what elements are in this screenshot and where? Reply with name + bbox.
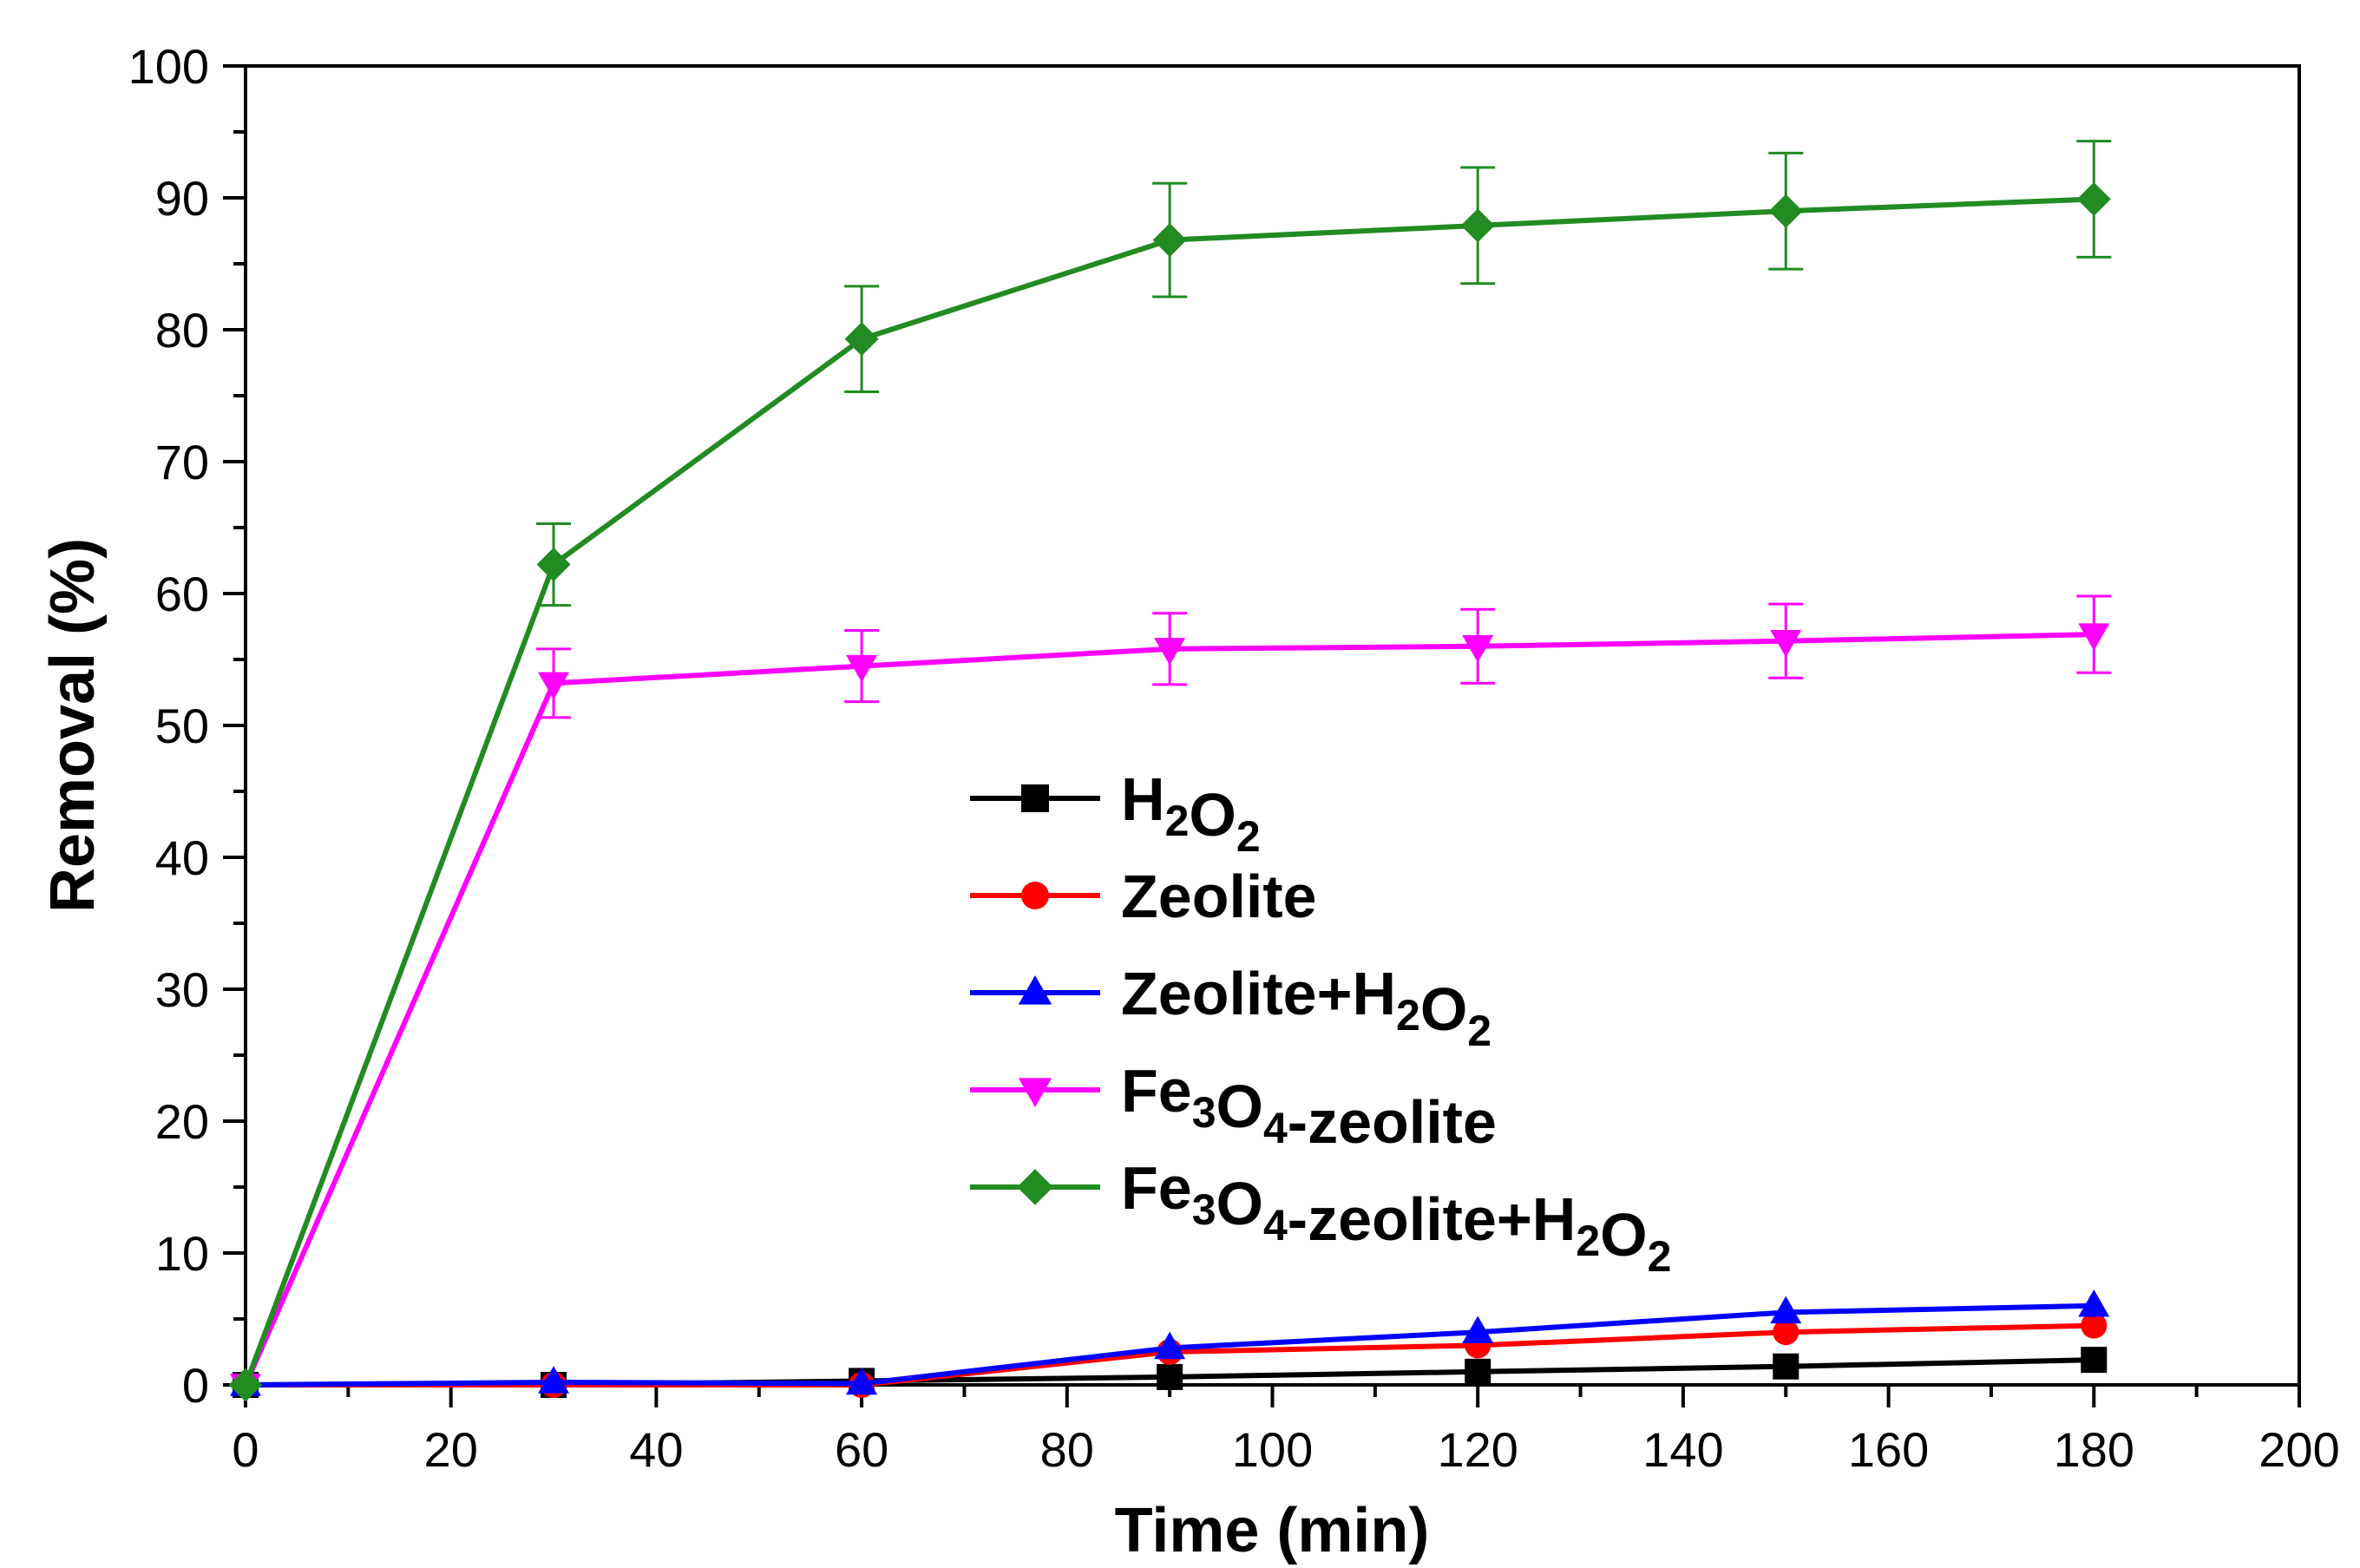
series-zeolite-h2o2 <box>230 1289 2110 1396</box>
y-tick-label: 80 <box>155 303 209 358</box>
data-point <box>2078 1289 2110 1317</box>
y-tick-label: 90 <box>155 171 209 226</box>
x-tick-label: 0 <box>232 1422 259 1477</box>
data-point <box>1462 1315 1494 1343</box>
legend-marker <box>1017 1169 1053 1205</box>
data-point <box>844 322 879 357</box>
data-point <box>2078 623 2110 651</box>
series-fe3o4-zeolite <box>230 594 2112 1401</box>
y-tick-label: 40 <box>155 830 209 885</box>
x-tick-label: 200 <box>2258 1422 2339 1477</box>
legend-item-fe3o4-zeolite-h2o2: Fe3O4-zeolite+H2O2 <box>970 1154 1671 1281</box>
x-tick-label: 40 <box>629 1422 683 1477</box>
axes-group: 0 20 40 60 80 100 120 140 160 180 200 0 10 20 30 40 50 60… <box>128 39 2340 1477</box>
legend-marker <box>1021 784 1049 812</box>
x-axis-title: Time (min) <box>1115 1496 1430 1565</box>
y-tick-label: 0 <box>182 1358 209 1413</box>
data-point <box>1770 629 1802 658</box>
series-layer <box>228 140 2112 1402</box>
data-point <box>2081 1312 2108 1339</box>
legend-label: Zeolite+H2O2 <box>1121 960 1491 1055</box>
data-point <box>846 654 878 683</box>
y-tick-label: 20 <box>155 1094 209 1149</box>
y-tick-label: 100 <box>128 39 209 94</box>
x-tick-label: 120 <box>1437 1422 1518 1477</box>
x-tick-label: 20 <box>424 1422 478 1477</box>
data-point <box>538 672 570 700</box>
data-point <box>1154 1331 1186 1360</box>
legend-item-zeolite: Zeolite <box>970 863 1317 930</box>
legend-marker <box>1018 1078 1052 1107</box>
data-point <box>228 1368 263 1402</box>
x-tick-label: 80 <box>1040 1422 1094 1477</box>
y-tick-label: 30 <box>155 962 209 1017</box>
legend-marker <box>1018 975 1052 1005</box>
data-point <box>1770 1296 1802 1324</box>
data-point <box>1773 1319 1800 1346</box>
legend-item-h2o2: H2O2 <box>970 765 1261 861</box>
y-tick-label: 10 <box>155 1226 209 1281</box>
data-point <box>536 548 571 582</box>
x-tick-label: 180 <box>2054 1422 2134 1477</box>
data-point <box>846 1367 878 1395</box>
data-point <box>1768 194 1803 228</box>
legend-label: Fe3O4-zeolite+H2O2 <box>1121 1154 1671 1281</box>
data-point <box>1773 1353 1800 1380</box>
y-tick-label: 60 <box>155 567 209 621</box>
y-tick-label: 50 <box>155 699 209 753</box>
data-point <box>538 1366 570 1394</box>
x-tick-label: 100 <box>1232 1422 1313 1477</box>
x-tick-label: 160 <box>1848 1422 1929 1477</box>
data-point <box>2076 182 2111 217</box>
legend-item-fe3o4-zeolite: Fe3O4-zeolite <box>970 1057 1497 1156</box>
legend-marker <box>1021 882 1049 909</box>
data-point <box>1462 635 1494 663</box>
data-point <box>1460 208 1495 243</box>
legend-label: Fe3O4-zeolite <box>1121 1057 1497 1156</box>
legend-label: Zeolite <box>1121 863 1317 930</box>
legend-label: H2O2 <box>1121 765 1261 861</box>
plot-area <box>244 64 2301 1387</box>
series-fe3o4-zeolite-h2o2 <box>228 140 2112 1402</box>
data-point <box>1152 223 1187 258</box>
data-point <box>2081 1347 2108 1374</box>
data-point <box>1154 638 1186 666</box>
x-tick-label: 140 <box>1642 1422 1723 1477</box>
data-point <box>1465 1358 1491 1385</box>
y-axis-title: Removal (%) <box>38 538 108 913</box>
y-tick-label: 70 <box>155 435 209 489</box>
data-point <box>1157 1363 1183 1390</box>
x-tick-label: 60 <box>835 1422 888 1477</box>
legend-item-zeolite-h2o2: Zeolite+H2O2 <box>970 960 1491 1055</box>
